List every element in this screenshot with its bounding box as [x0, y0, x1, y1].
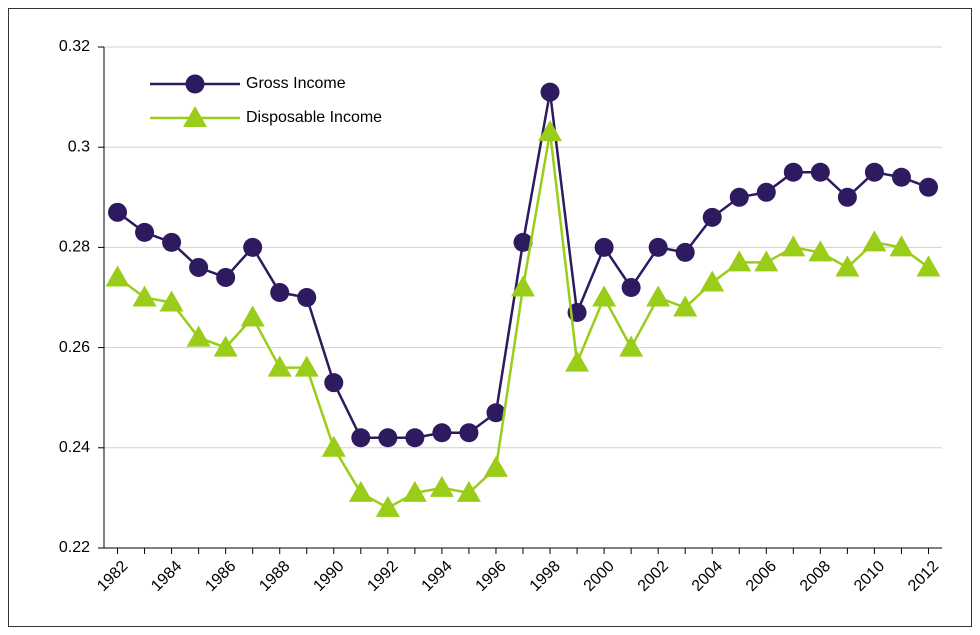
- y-tick-label: 0.26: [59, 339, 90, 356]
- data-point: [808, 240, 833, 262]
- y-tick-label: 0.22: [59, 539, 90, 556]
- data-point: [240, 305, 265, 327]
- data-point: [889, 235, 914, 257]
- data-point: [378, 428, 398, 448]
- data-point: [297, 288, 317, 307]
- chart-frame: [8, 8, 972, 627]
- data-point: [459, 423, 479, 443]
- data-point: [213, 335, 238, 357]
- data-point: [646, 285, 671, 307]
- data-point: [456, 480, 481, 502]
- data-point: [540, 82, 560, 102]
- data-point: [594, 237, 614, 257]
- data-point: [189, 257, 209, 277]
- data-point: [108, 202, 128, 222]
- data-point: [267, 355, 292, 377]
- data-point: [270, 282, 290, 302]
- legend-marker: [183, 106, 207, 127]
- data-point: [486, 403, 506, 423]
- data-point: [162, 232, 182, 252]
- data-point: [159, 290, 184, 312]
- data-point: [754, 250, 779, 272]
- data-point: [756, 182, 776, 202]
- data-point: [186, 325, 211, 347]
- data-point: [783, 162, 803, 182]
- data-point: [321, 435, 346, 457]
- y-tick-label: 0.24: [59, 439, 90, 456]
- data-point: [348, 480, 373, 502]
- data-point: [243, 237, 263, 257]
- data-point: [324, 373, 344, 393]
- y-tick-label: 0.28: [59, 239, 90, 256]
- data-point: [565, 350, 590, 372]
- data-point: [810, 162, 830, 182]
- data-point: [673, 295, 698, 317]
- data-point: [132, 285, 157, 307]
- data-point: [648, 237, 668, 257]
- data-point: [294, 355, 319, 377]
- data-point: [135, 222, 155, 242]
- data-point: [837, 187, 857, 207]
- data-point: [216, 267, 236, 287]
- y-tick-label: 0.32: [59, 38, 90, 55]
- legend-label: Gross Income: [246, 75, 346, 92]
- data-point: [513, 232, 533, 252]
- data-point: [918, 177, 938, 197]
- data-point: [483, 455, 508, 477]
- data-point: [105, 265, 130, 287]
- data-point: [729, 187, 749, 207]
- data-point: [835, 255, 860, 277]
- data-point: [402, 480, 427, 502]
- data-point: [916, 255, 941, 277]
- data-point: [621, 277, 641, 297]
- data-point: [727, 250, 752, 272]
- data-point: [375, 495, 400, 517]
- legend-marker: [185, 74, 205, 94]
- data-point: [781, 235, 806, 257]
- data-point: [429, 475, 454, 497]
- y-tick-label: 0.3: [68, 138, 90, 155]
- data-point: [351, 428, 371, 448]
- data-point: [700, 270, 725, 292]
- data-point: [891, 167, 911, 187]
- data-point: [862, 230, 887, 252]
- data-point: [619, 335, 644, 357]
- data-point: [702, 207, 722, 227]
- data-point: [511, 275, 535, 297]
- data-point: [592, 285, 617, 307]
- data-point: [864, 162, 884, 182]
- legend-label: Disposable Income: [246, 109, 382, 126]
- data-point: [675, 242, 695, 262]
- data-point: [538, 120, 563, 142]
- data-point: [405, 428, 425, 448]
- data-point: [432, 423, 452, 443]
